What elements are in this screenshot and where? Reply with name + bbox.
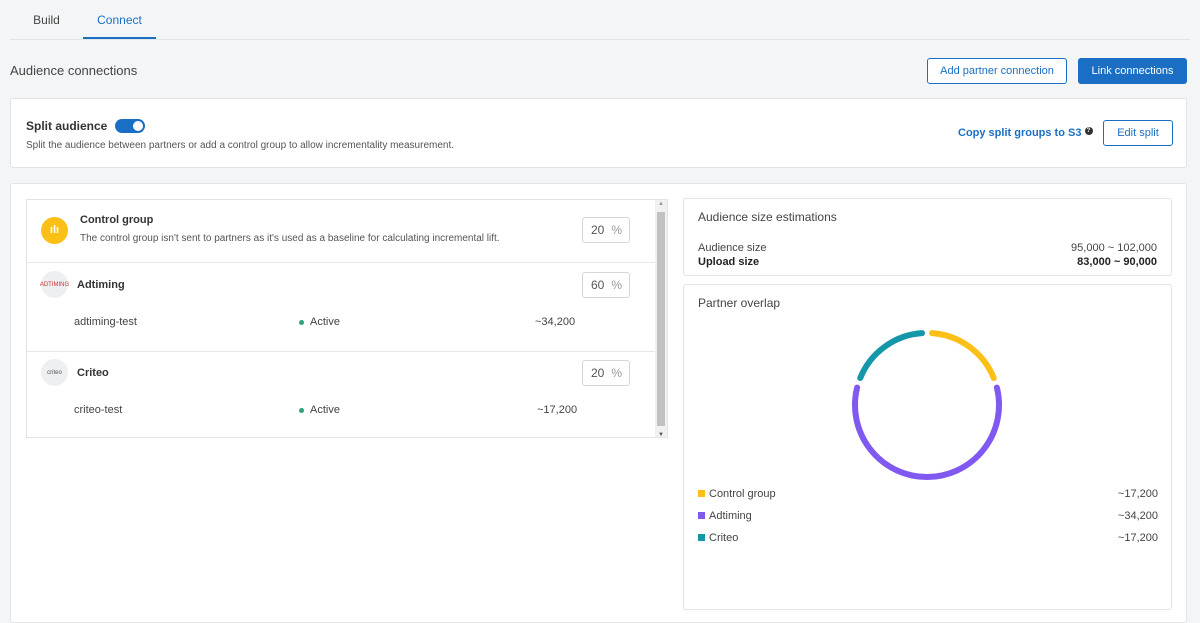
estimations-title: Audience size estimations	[698, 210, 837, 224]
scroll-up-icon[interactable]: ▲	[658, 201, 664, 207]
split-audience-toggle[interactable]	[115, 119, 145, 133]
status-dot-icon	[299, 407, 304, 413]
list-item-criteo: criteo Criteo 20% criteo-test Active ~17…	[27, 352, 657, 437]
adtiming-percent-input[interactable]: 60%	[582, 272, 630, 298]
legend-label: Criteo	[709, 532, 739, 544]
edit-split-button[interactable]: Edit split	[1103, 120, 1173, 146]
legend-label: Control group	[709, 488, 776, 500]
partner-name: Adtiming	[77, 279, 125, 291]
status-badge: Active	[299, 316, 340, 328]
percent-value: 20	[591, 223, 605, 237]
legend-value: ~17,200	[1117, 488, 1158, 500]
overlap-title: Partner overlap	[698, 296, 781, 310]
bar-chart-icon: ılı	[41, 217, 68, 244]
partner-name: Criteo	[77, 367, 109, 379]
legend-swatch	[698, 534, 705, 541]
tab-build[interactable]: Build	[33, 13, 60, 27]
donut-segment-control-group	[929, 330, 997, 382]
percent-unit: %	[611, 223, 622, 237]
page-title: Audience connections	[10, 63, 138, 78]
connection-size: ~17,200	[537, 404, 578, 416]
status-label: Active	[310, 404, 340, 416]
control-group-name: Control group	[80, 214, 154, 226]
copy-split-groups-link[interactable]: Copy split groups to S3 ?	[958, 127, 1093, 139]
donut-segment-criteo	[857, 330, 925, 382]
legend-value: ~34,200	[1117, 510, 1158, 522]
tab-bar: Build Connect	[10, 0, 1190, 40]
percent-unit: %	[611, 366, 622, 380]
status-label: Active	[310, 316, 340, 328]
tab-connect[interactable]: Connect	[83, 0, 156, 39]
copy-link-label: Copy split groups to S3	[958, 127, 1082, 139]
link-connections-button[interactable]: Link connections	[1078, 58, 1187, 84]
split-audience-card: Split audience Split the audience betwee…	[10, 98, 1187, 168]
list-item-adtiming: ADTIMING Adtiming 60% adtiming-test Acti…	[27, 263, 657, 352]
control-percent-input[interactable]: 20%	[582, 217, 630, 243]
scroll-down-icon[interactable]: ▼	[658, 432, 664, 438]
status-dot-icon	[299, 319, 304, 325]
legend-item-control-group: Control group ~17,200	[698, 488, 1158, 500]
status-badge: Active	[299, 404, 340, 416]
legend-label: Adtiming	[709, 510, 752, 522]
control-group-description: The control group isn't sent to partners…	[80, 233, 500, 244]
list-scrollbar[interactable]: ▲ ▼	[655, 200, 667, 438]
audience-size-value: 95,000 ~ 102,000	[1071, 242, 1157, 254]
split-description: Split the audience between partners or a…	[26, 140, 455, 151]
connection-size: ~34,200	[535, 316, 576, 328]
legend-swatch	[698, 512, 705, 519]
connection-name: criteo-test	[74, 404, 123, 416]
audience-size-label: Audience size	[698, 242, 767, 254]
criteo-percent-input[interactable]: 20%	[582, 360, 630, 386]
adtiming-logo: ADTIMING	[40, 271, 69, 298]
criteo-logo: criteo	[41, 359, 68, 386]
percent-unit: %	[611, 278, 622, 292]
partner-overlap-donut	[852, 330, 1002, 480]
percent-value: 20	[591, 366, 605, 380]
audience-size-estimations-card: Audience size estimations Audience size …	[683, 198, 1172, 276]
legend-value: ~17,200	[1117, 532, 1158, 544]
help-icon[interactable]: ?	[1084, 127, 1093, 135]
split-audience-label: Split audience	[26, 119, 108, 133]
upload-size-value: 83,000 ~ 90,000	[1077, 256, 1157, 268]
legend-item-adtiming: Adtiming ~34,200	[698, 510, 1158, 522]
connection-name: adtiming-test	[74, 316, 137, 328]
upload-size-label: Upload size	[698, 256, 760, 268]
partner-list: ılı Control group The control group isn'…	[26, 199, 668, 438]
add-partner-connection-button[interactable]: Add partner connection	[927, 58, 1067, 84]
partner-overlap-card: Partner overlap	[683, 284, 1172, 610]
legend-swatch	[698, 490, 705, 497]
legend-item-criteo: Criteo ~17,200	[698, 532, 1158, 544]
donut-segment-adtiming	[852, 384, 1002, 480]
list-item-control-group: ılı Control group The control group isn'…	[27, 200, 657, 263]
scrollbar-thumb[interactable]	[657, 212, 665, 426]
percent-value: 60	[591, 278, 605, 292]
